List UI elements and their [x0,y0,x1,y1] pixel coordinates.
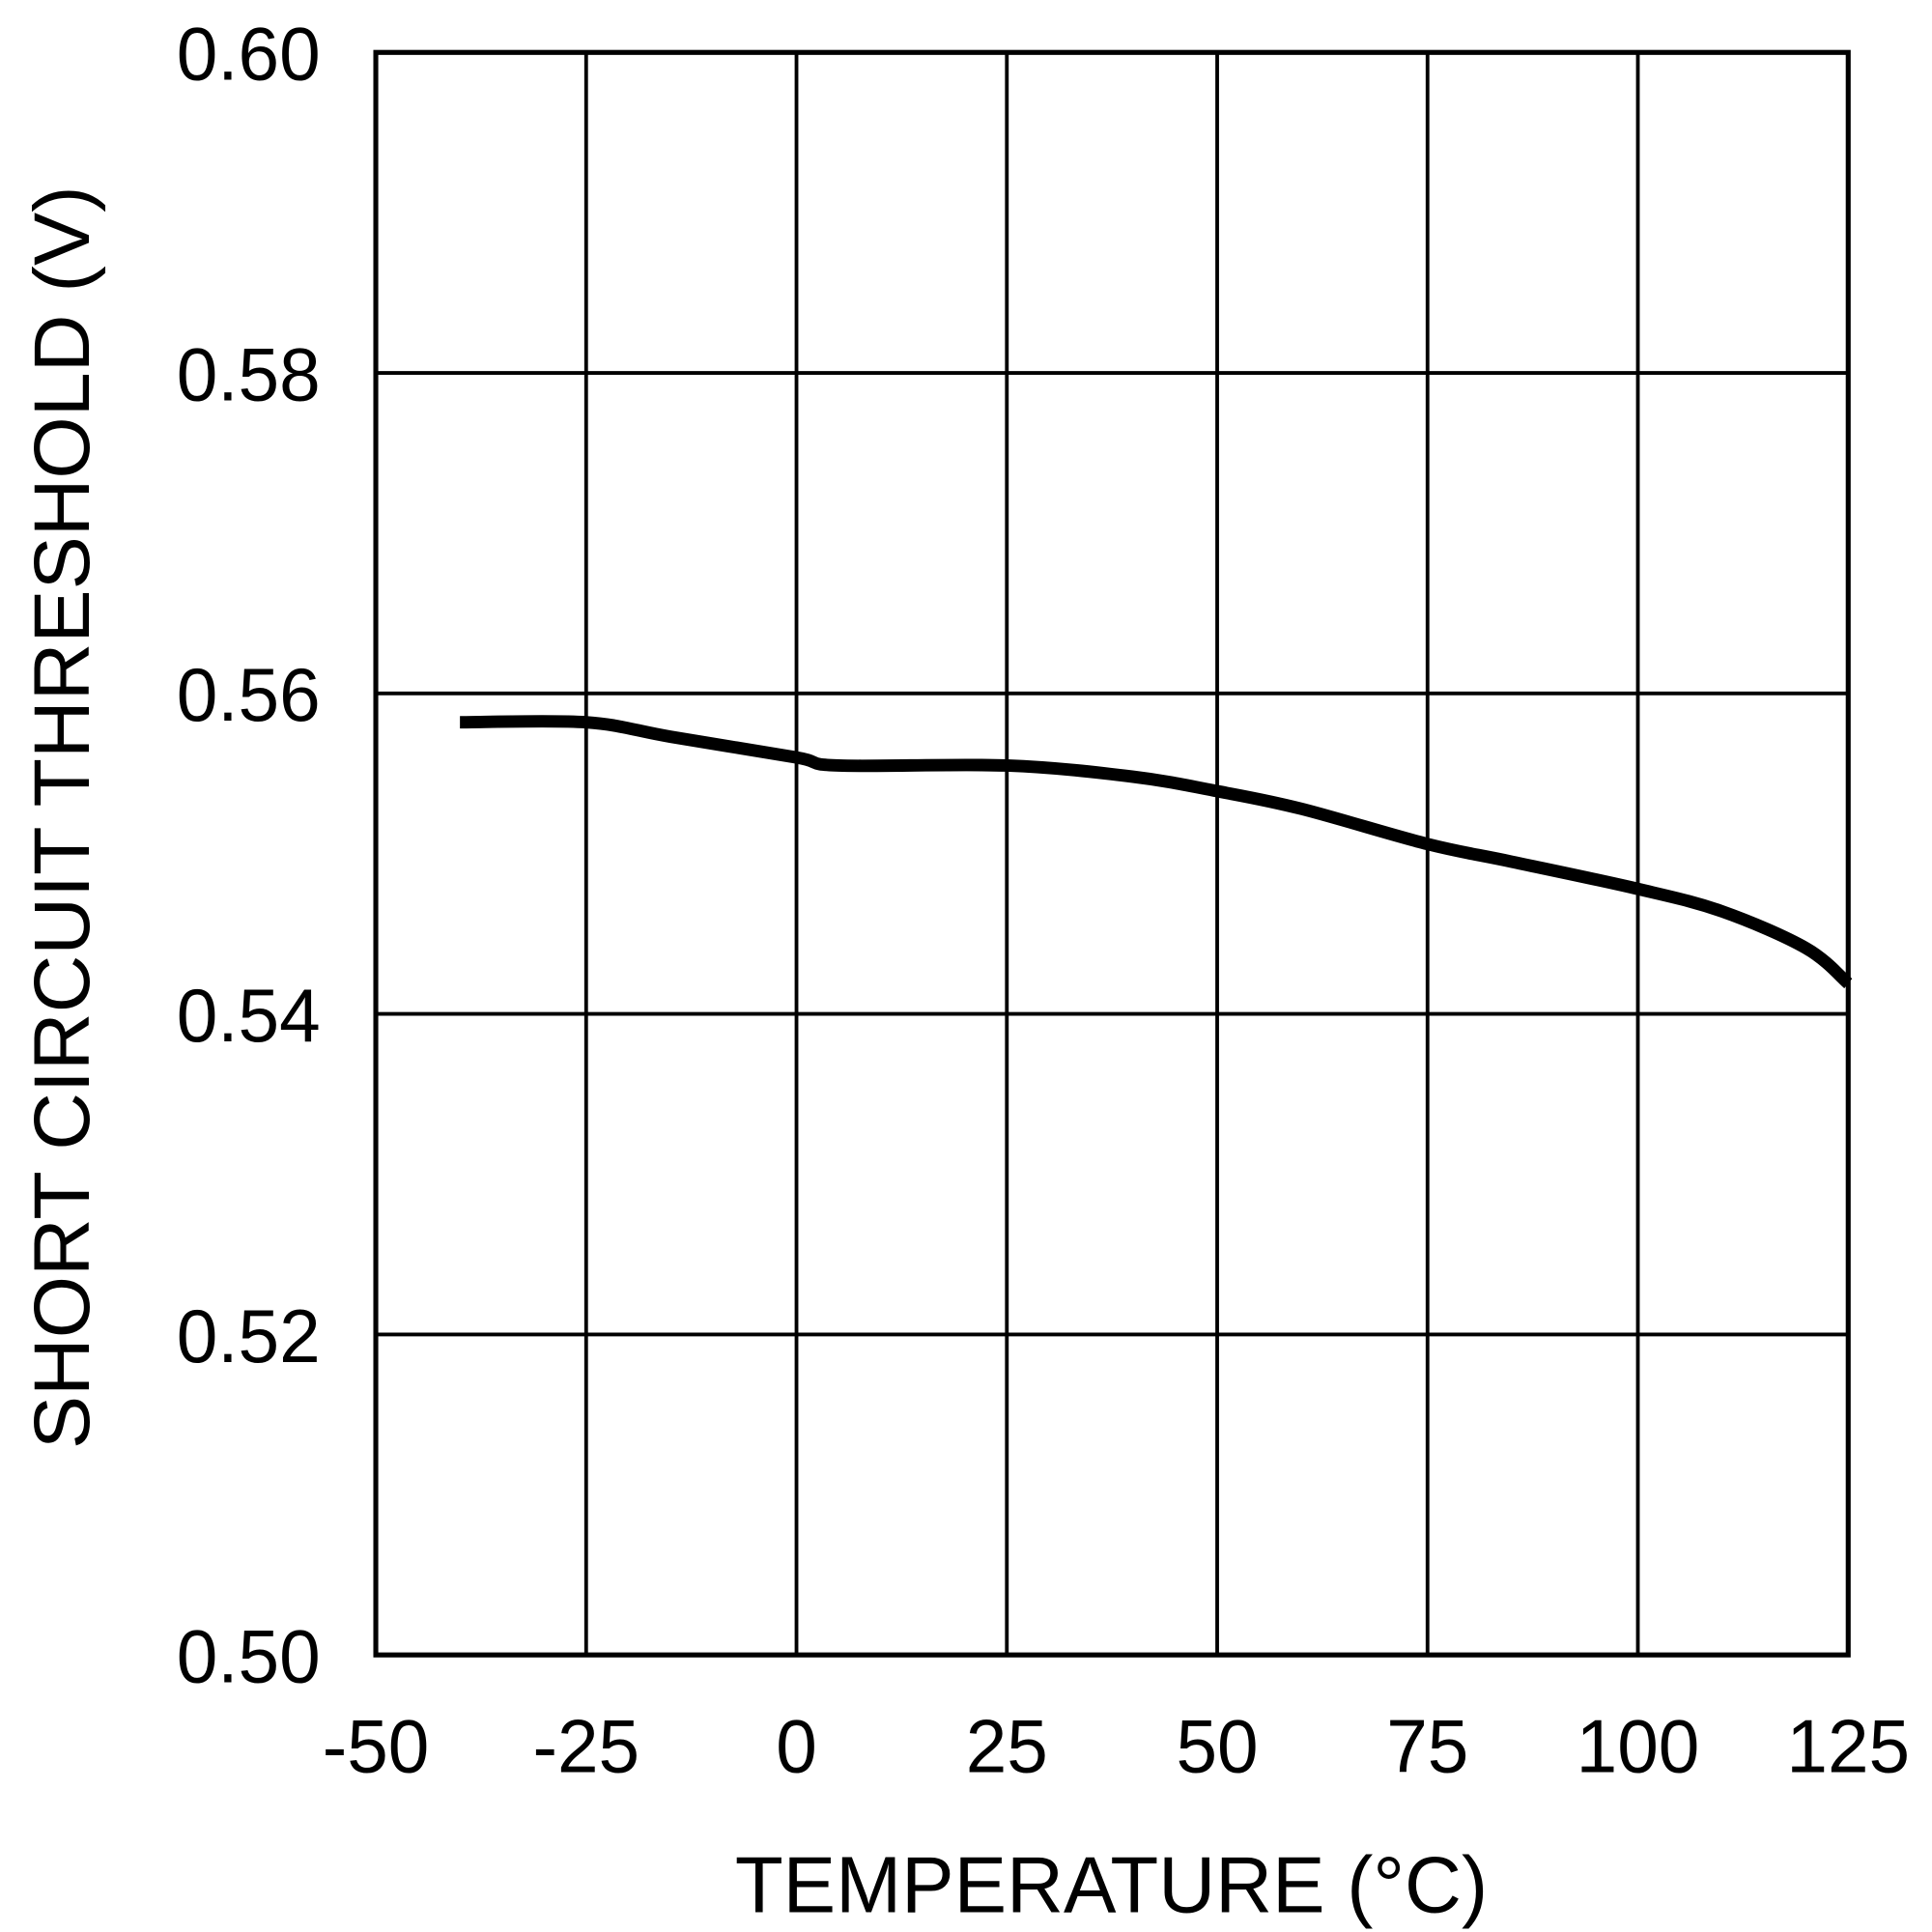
y-tick-label: 0.54 [177,975,321,1059]
x-tick-label: 75 [1386,1705,1468,1789]
series [460,715,1853,989]
x-tick-label: -50 [323,1705,430,1789]
plot-frame [373,49,1851,1658]
y-tick-labels: 0.50 0.52 0.54 0.56 0.58 0.60 [177,13,321,1698]
x-tick-labels: -50 -25 0 25 50 75 100 125 [323,1705,1910,1789]
y-tick-label: 0.58 [177,333,321,417]
x-tick-label: 25 [966,1705,1048,1789]
x-tick-label: 100 [1577,1705,1700,1789]
x-tick-label: -25 [532,1705,639,1789]
y-tick-label: 0.56 [177,654,321,738]
x-tick-label: 125 [1786,1705,1910,1789]
series-line [460,715,1853,989]
x-tick-label: 50 [1176,1705,1258,1789]
y-tick-label: 0.50 [177,1615,321,1699]
y-tick-label: 0.60 [177,13,321,97]
x-tick-label: 0 [776,1705,817,1789]
x-axis-label: TEMPERATURE (°C) [735,1841,1488,1930]
y-axis-label: SHORT CIRCUIT THRESHOLD (V) [18,185,105,1449]
grid [374,50,1851,1658]
y-tick-label: 0.52 [177,1294,321,1378]
